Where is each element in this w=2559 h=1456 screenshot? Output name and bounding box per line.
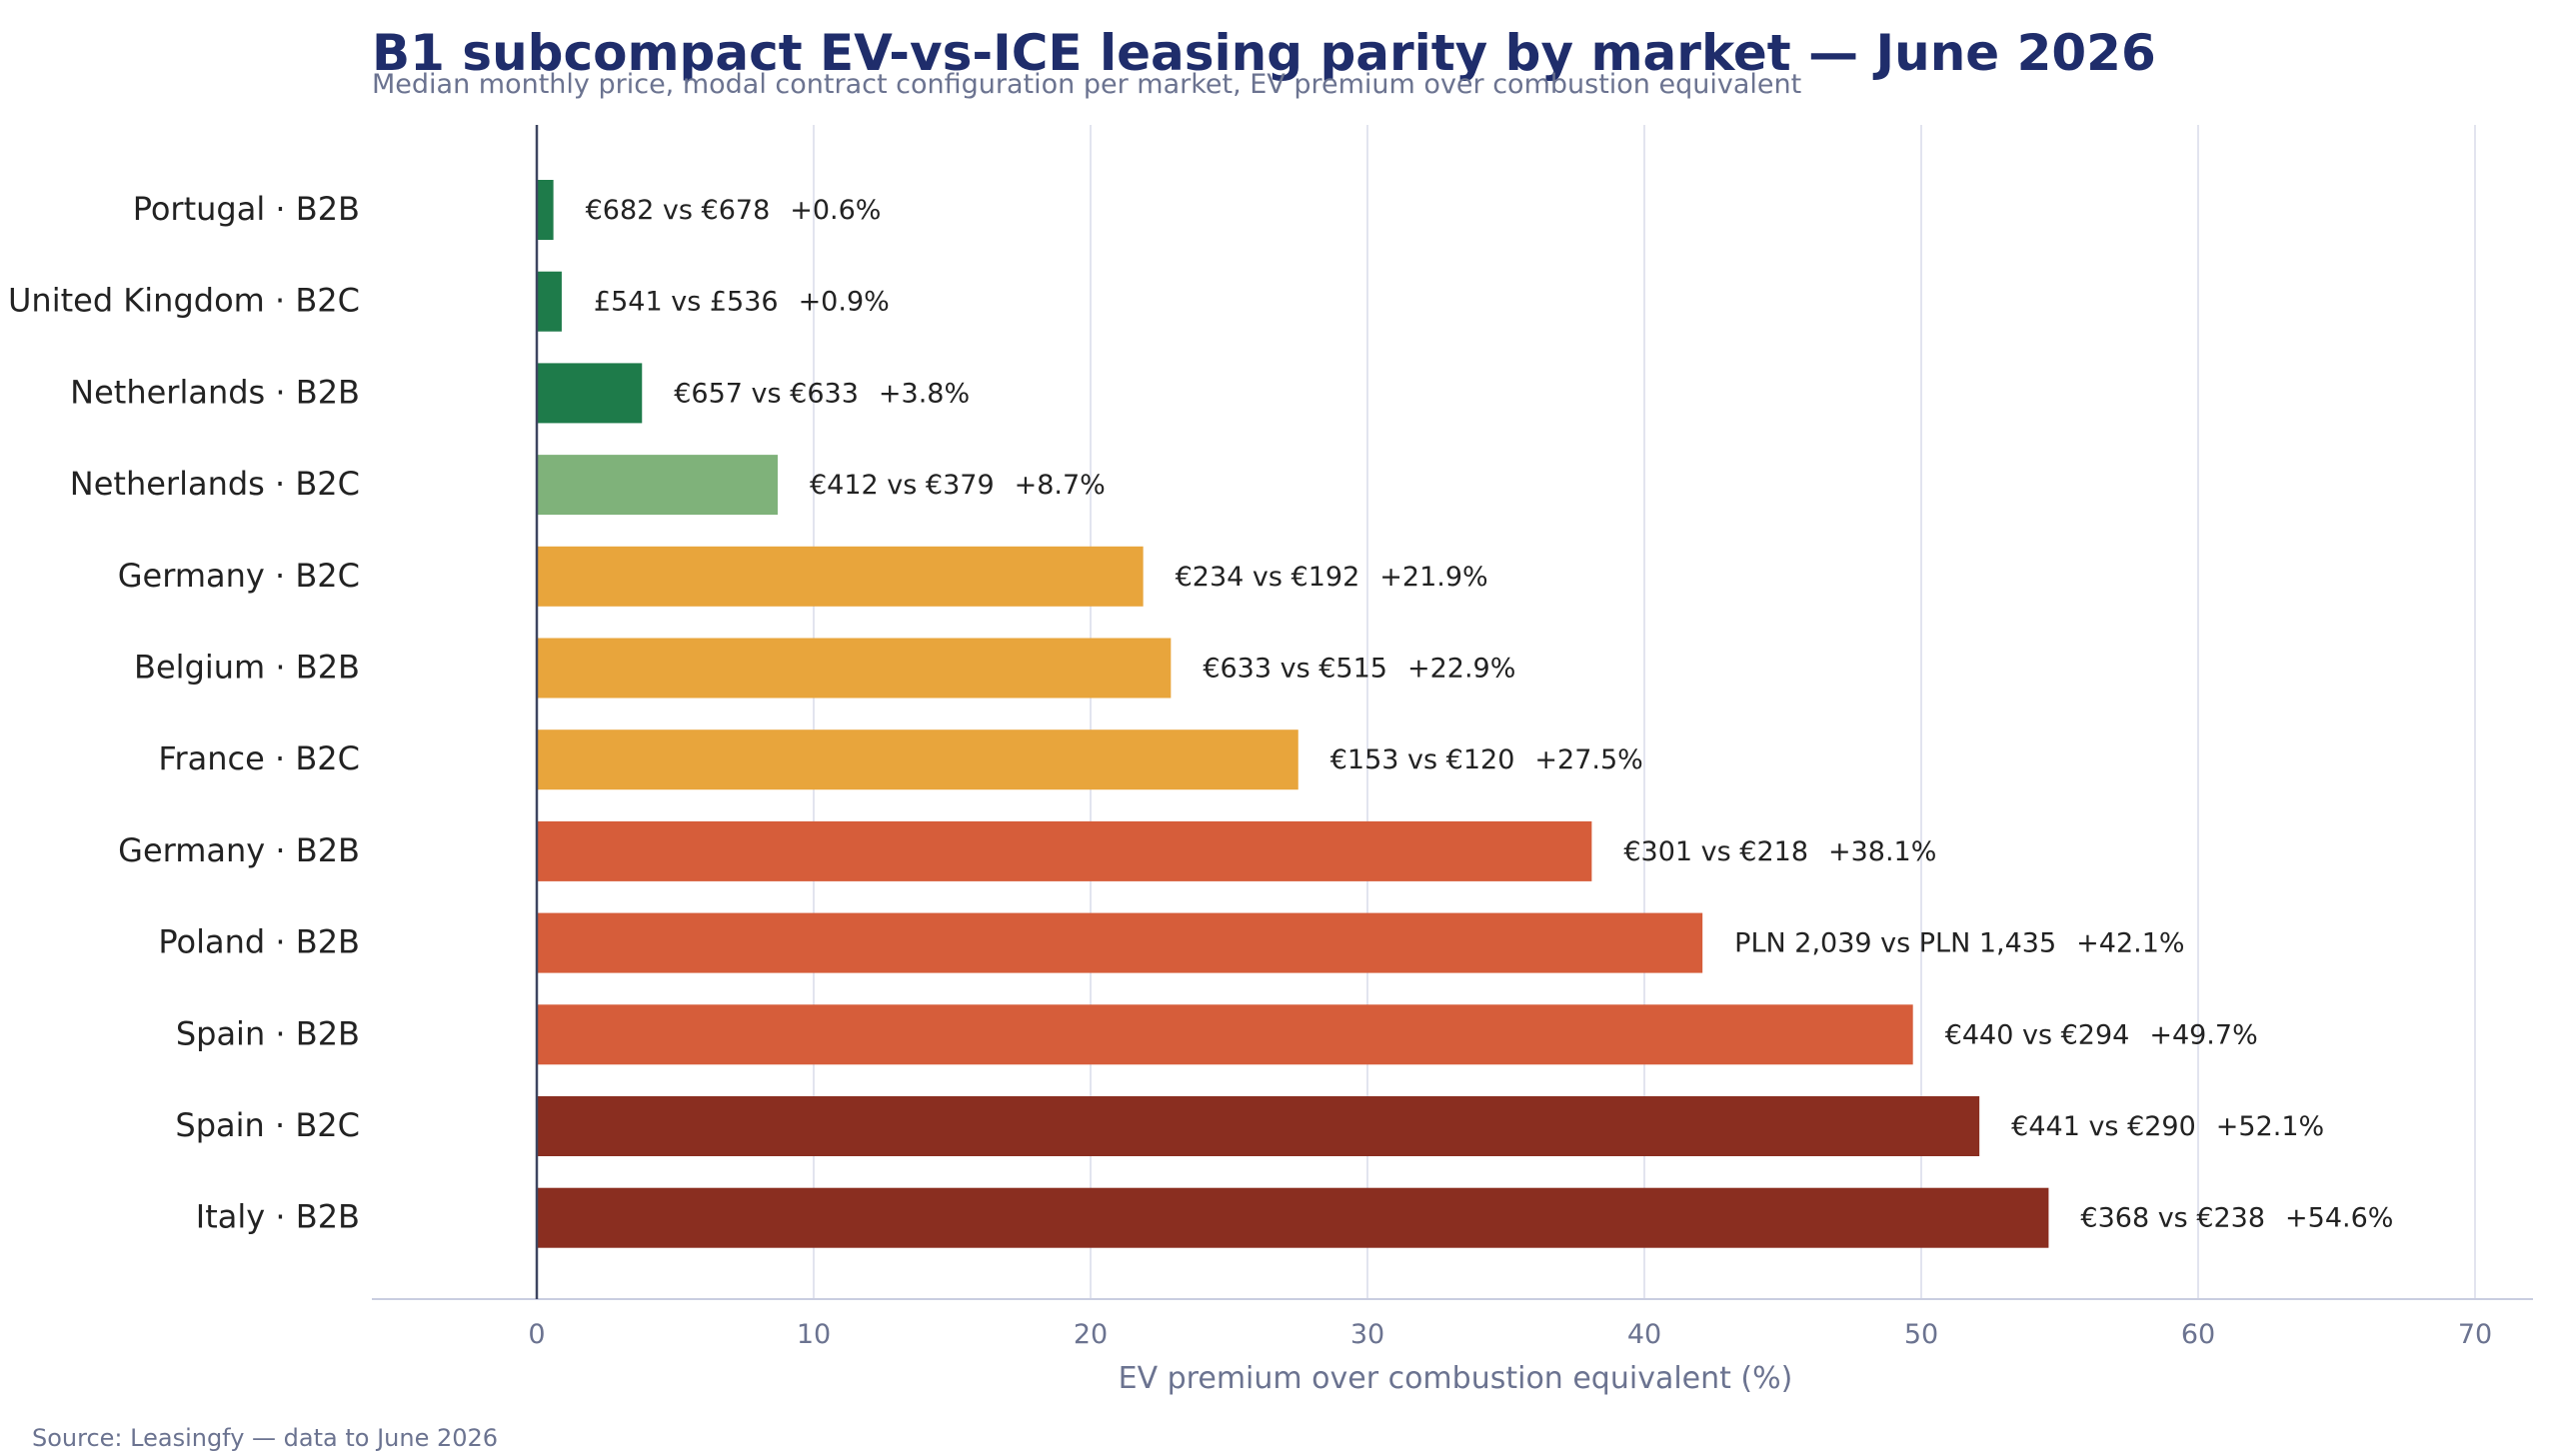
category-label: Germany · B2C [118,557,360,595]
category-label: Spain · B2B [176,1014,360,1052]
bar [537,180,554,240]
bar [537,271,562,332]
category-label: Portugal · B2B [133,190,360,228]
x-tick-label: 50 [1904,1319,1938,1350]
bar-value-label: €153 vs €120 +27.5% [1330,744,1643,775]
bar-value-label: £541 vs £536 +0.9% [594,287,890,318]
bar [537,820,1592,881]
bar [537,1187,2049,1248]
category-label: Netherlands · B2B [70,373,360,411]
bar-value-label: PLN 2,039 vs PLN 1,435 +42.1% [1734,928,2184,959]
x-tick-label: 40 [1627,1319,1661,1350]
bar [537,363,643,424]
bar-value-label: €412 vs €379 +8.7% [810,470,1106,501]
bar-value-label: €682 vs €678 +0.6% [586,195,882,226]
x-tick-label: 60 [2181,1319,2215,1350]
x-tick-label: 20 [1074,1319,1108,1350]
x-tick-label: 30 [1350,1319,1384,1350]
bar-value-label: €441 vs €290 +52.1% [2011,1111,2324,1142]
category-label: Poland · B2B [158,923,360,961]
source-note: Source: Leasingfy — data to June 2026 [32,1424,498,1452]
category-label: Netherlands · B2C [70,465,360,503]
bar-value-label: €633 vs €515 +22.9% [1203,654,1515,685]
x-tick-label: 70 [2458,1319,2492,1350]
bars [537,180,2049,1248]
bar [537,912,1703,973]
bar [537,638,1172,699]
category-labels: Portugal · B2B United Kingdom · B2C Nether… [8,190,360,1236]
bar-value-label: €657 vs €633 +3.8% [674,378,970,409]
x-tick-label: 0 [528,1319,545,1350]
chart-subtitle: Median monthly price, modal contract con… [372,69,1801,100]
bar-labels: €682 vs €678 +0.6% £541 vs £536 +0.9% €657 v… [586,195,2394,1234]
gridlines [372,125,2533,1300]
bar-value-label: €368 vs €238 +54.6% [2080,1203,2393,1234]
bar [537,546,1144,607]
category-label: Belgium · B2B [134,649,360,687]
bar-value-label: €301 vs €218 +38.1% [1623,836,1936,867]
category-label: Spain · B2C [175,1106,360,1144]
bar-value-label: €440 vs €294 +49.7% [1945,1019,2258,1050]
x-tick-labels: 0 10 20 30 40 50 60 70 [528,1319,2492,1350]
bar [537,1096,1980,1156]
bar [537,1004,1913,1065]
category-label: Italy · B2B [196,1198,360,1236]
category-label: United Kingdom · B2C [8,282,360,320]
category-label: Germany · B2B [118,831,360,869]
x-axis-title: EV premium over combustion equivalent (%… [1119,1361,1793,1396]
chart-title: B1 subcompact EV-vs-ICE leasing parity b… [372,24,2156,82]
bar [537,729,1298,790]
bar [537,455,778,516]
category-label: France · B2C [158,739,360,777]
bar-value-label: €234 vs €192 +21.9% [1176,562,1488,593]
x-tick-label: 10 [797,1319,831,1350]
